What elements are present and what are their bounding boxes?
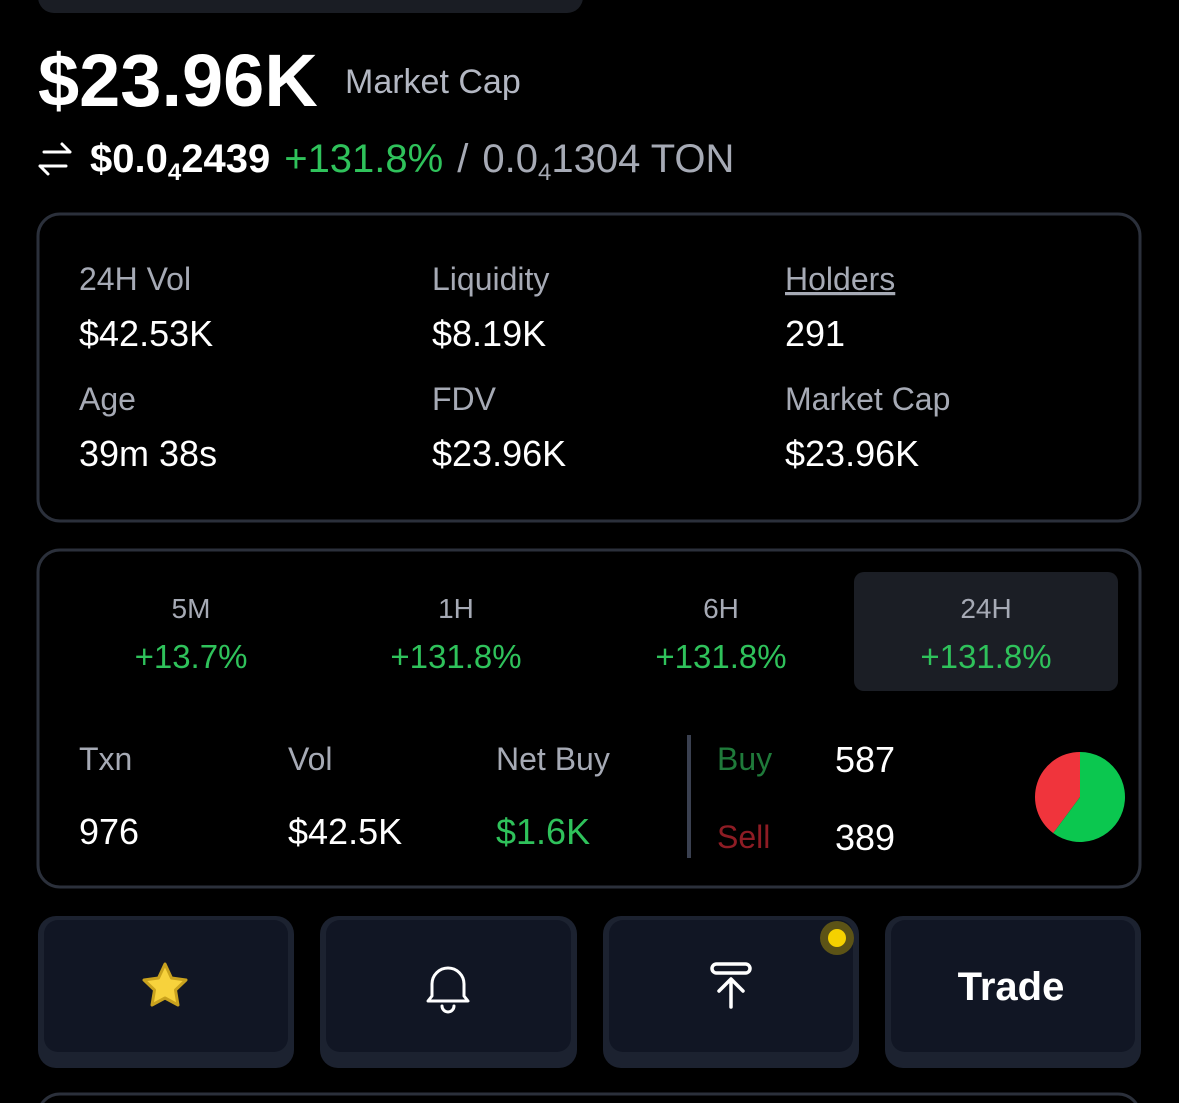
stats-card: [36, 212, 1142, 523]
price-change: +131.8%: [284, 137, 443, 181]
net-buy-label: Net Buy: [496, 741, 610, 777]
buttons: Trade: [38, 916, 1141, 1068]
buy-label: Buy: [717, 741, 772, 777]
buy-value: 587: [835, 739, 895, 780]
market-cap-label: Market Cap: [345, 63, 521, 101]
price-usd-prefix: $0.0: [90, 137, 168, 181]
star-icon: [142, 962, 188, 1007]
badge-dot: [828, 929, 846, 947]
stat-label[interactable]: Holders: [785, 261, 895, 297]
timeframe-label: 1H: [438, 593, 474, 624]
price-usd-zeros: 4: [168, 159, 182, 186]
stat-label: FDV: [432, 381, 497, 417]
timeframe-change: +13.7%: [135, 638, 248, 675]
vol-label: Vol: [288, 741, 332, 777]
sell-label: Sell: [717, 819, 770, 855]
bell-icon: [426, 966, 470, 1014]
price-ton-digits: 1304 TON: [551, 137, 734, 181]
stat-label: Age: [79, 381, 136, 417]
stat-label: 24H Vol: [79, 261, 191, 297]
txn-label: Txn: [79, 741, 132, 777]
pin-icon: [710, 962, 752, 1009]
vol-value: $42.5K: [288, 811, 402, 852]
stat-value: $23.96K: [432, 433, 566, 474]
sell-slice: [1035, 752, 1080, 834]
timeframe-label: 5M: [172, 593, 211, 624]
price-separator: /: [457, 137, 469, 181]
net-buy-value: $1.6K: [496, 811, 590, 852]
swap-icon: [38, 142, 72, 176]
stat-value: $8.19K: [432, 313, 546, 354]
price-usd-digits: 2439: [181, 137, 270, 181]
trade-label: Trade: [958, 965, 1065, 1009]
timeframe-change: +131.8%: [655, 638, 786, 675]
market-cap-value: $23.96K: [38, 39, 318, 122]
stat-value: 291: [785, 313, 845, 354]
sell-value: 389: [835, 817, 895, 858]
stat-value: $23.96K: [785, 433, 919, 474]
stat-value: 39m 38s: [79, 433, 217, 474]
timeframe-tab[interactable]: [854, 572, 1118, 691]
timeframe-label: 24H: [960, 593, 1011, 624]
stat-label: Market Cap: [785, 381, 950, 417]
top-bar: [38, 0, 583, 13]
timeframe-change: +131.8%: [920, 638, 1051, 675]
trade-button-face: [891, 920, 1135, 1052]
stat-value: $42.53K: [79, 313, 213, 354]
timeframe-label: 6H: [703, 593, 739, 624]
alert-button-face: [326, 920, 571, 1052]
timeframe-change: +131.8%: [390, 638, 521, 675]
next-card: [40, 1092, 1138, 1103]
stat-label: Liquidity: [432, 261, 549, 297]
price-ton-zeros: 4: [538, 159, 551, 186]
txn-value: 976: [79, 811, 139, 852]
price-line: $0.042439 +131.8%/0.041304 TON: [90, 137, 734, 186]
price-ton-prefix: 0.0: [482, 137, 538, 181]
buy-slice: [1053, 751, 1126, 842]
